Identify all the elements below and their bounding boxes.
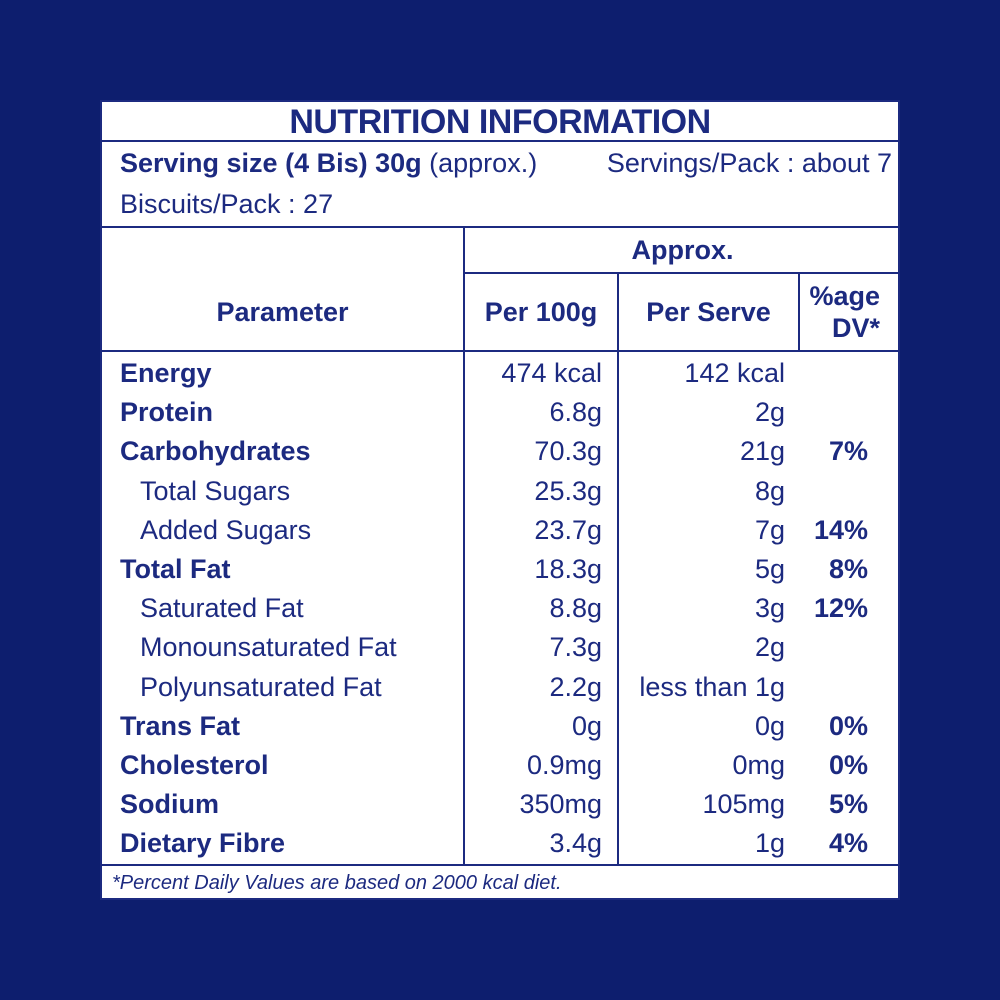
nutrient-name: Protein	[120, 397, 214, 428]
column-divider	[463, 226, 465, 352]
per-100g-value: 7.3g	[549, 632, 602, 663]
per-100g-value: 6.8g	[549, 397, 602, 428]
nutrient-name: Sodium	[120, 789, 219, 820]
table-row: Monounsaturated Fat 7.3g 2g	[102, 628, 898, 667]
per-100g-value: 18.3g	[534, 554, 602, 584]
dv-value: 0%	[828, 710, 868, 741]
table-row: Total Fat 18.3g 5g 8%	[102, 550, 898, 589]
table-row: Protein 6.8g 2g	[102, 393, 898, 432]
per-serve-value: 2g	[754, 397, 785, 428]
column-divider	[798, 272, 800, 352]
nutrition-panel: NUTRITION INFORMATION Serving size (4 Bi…	[100, 100, 900, 900]
serving-size: Serving size (4 Bis) 30g (approx.)	[120, 144, 537, 182]
table-row: Energy 474 kcal 142 kcal	[102, 354, 898, 393]
column-divider	[617, 272, 619, 352]
per-100g-value: 350mg	[519, 789, 602, 820]
column-divider	[463, 352, 465, 864]
dv-header: %age DV*	[800, 280, 880, 344]
per-serve-value: 0g	[754, 710, 785, 741]
dv-header-line1: %age	[809, 281, 880, 311]
footnote: *Percent Daily Values are based on 2000 …	[112, 872, 562, 894]
dv-value: 8%	[828, 554, 868, 584]
dv-value: 14%	[813, 514, 868, 545]
dv-value: 0%	[828, 750, 868, 780]
table-row: Total Sugars 25.3g 8g	[102, 472, 898, 511]
per-serve-value: 21g	[739, 436, 785, 467]
nutrient-name: Total Fat	[120, 554, 231, 584]
nutrient-name: Energy	[120, 358, 212, 388]
nutrient-name: Saturated Fat	[140, 593, 304, 624]
table-row: Dietary Fibre 3.4g 1g 4%	[102, 824, 898, 863]
nutrient-name: Polyunsaturated Fat	[140, 671, 382, 702]
nutrient-name: Carbohydrates	[120, 436, 311, 467]
dv-value: 7%	[828, 436, 868, 467]
per-serve-value: 2g	[754, 632, 785, 663]
table-row: Saturated Fat 8.8g 3g 12%	[102, 589, 898, 628]
divider	[102, 140, 898, 142]
biscuits-per-pack: Biscuits/Pack : 27	[120, 189, 334, 219]
per-serve-value: 105mg	[702, 789, 785, 820]
servings-per-pack: Servings/Pack : about 7	[606, 148, 892, 178]
divider	[102, 350, 898, 352]
divider	[102, 864, 898, 866]
per-serve-value: 5g	[754, 554, 785, 584]
per-serve-value: 7g	[754, 514, 785, 545]
nutrient-name: Total Sugars	[140, 475, 291, 506]
table-row: Sodium 350mg 105mg 5%	[102, 785, 898, 824]
nutrient-name: Added Sugars	[140, 514, 312, 545]
per-100g-value: 70.3g	[534, 436, 602, 467]
nutrient-name: Cholesterol	[120, 750, 269, 780]
nutrient-name: Monounsaturated Fat	[140, 632, 397, 663]
per-serve-value: 8g	[754, 475, 785, 506]
table-row: Added Sugars 23.7g 7g 14%	[102, 511, 898, 550]
per-serve-value: less than 1g	[639, 671, 785, 702]
per-serve-value: 0mg	[732, 750, 785, 780]
column-divider	[617, 352, 619, 864]
per-serve-value: 3g	[754, 593, 785, 624]
nutrient-name: Trans Fat	[120, 710, 241, 741]
per-serve-value: 1g	[754, 828, 785, 859]
table-row: Polyunsaturated Fat 2.2g less than 1g	[102, 668, 898, 707]
per-100g-value: 0.9mg	[526, 750, 602, 780]
serving-size-note: (approx.)	[429, 148, 538, 178]
nutrient-name: Dietary Fibre	[120, 828, 286, 859]
serving-size-value: Serving size (4 Bis) 30g	[120, 148, 422, 178]
per-100g-value: 23.7g	[534, 514, 602, 545]
per-100g-value: 0g	[571, 710, 602, 741]
nutrition-title: NUTRITION INFORMATION	[289, 103, 711, 141]
parameter-header: Parameter	[216, 297, 349, 327]
per-100g-header: Per 100g	[484, 297, 598, 327]
table-row: Trans Fat 0g 0g 0%	[102, 707, 898, 746]
dv-value: 4%	[828, 828, 868, 859]
table-row: Cholesterol 0.9mg 0mg 0%	[102, 746, 898, 785]
per-100g-value: 474 kcal	[501, 358, 602, 388]
per-100g-value: 25.3g	[534, 475, 602, 506]
dv-value: 12%	[813, 593, 868, 624]
table-row: Carbohydrates 70.3g 21g 7%	[102, 432, 898, 471]
dv-value: 5%	[828, 789, 868, 820]
approx-header: Approx.	[631, 235, 734, 265]
dv-header-line2: DV*	[831, 313, 880, 343]
per-100g-value: 8.8g	[549, 593, 602, 624]
per-100g-value: 2.2g	[549, 671, 602, 702]
divider	[102, 226, 898, 228]
divider	[463, 272, 900, 274]
per-serve-header: Per Serve	[646, 297, 771, 327]
per-serve-value: 142 kcal	[684, 358, 785, 388]
per-100g-value: 3.4g	[549, 828, 602, 859]
